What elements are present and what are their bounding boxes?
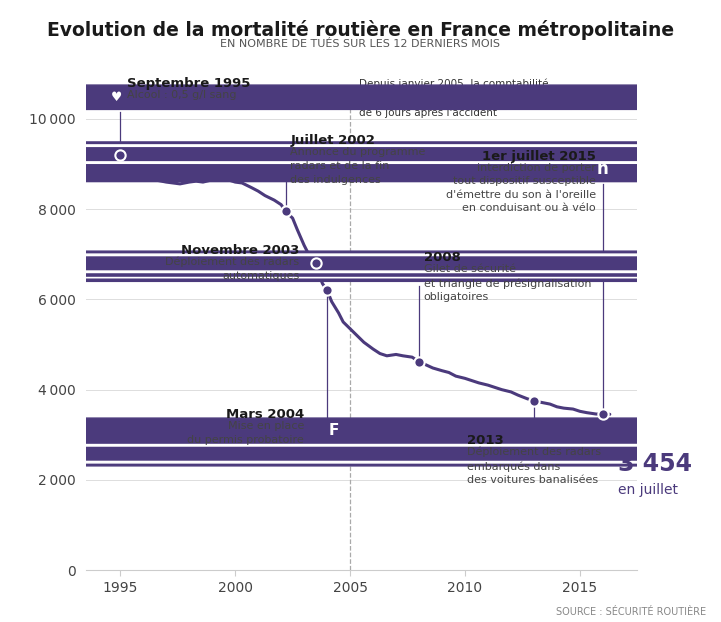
Text: Gilet de sécurité
et triangle de présignalisation
obligatoires: Gilet de sécurité et triangle de présign… xyxy=(424,264,591,302)
Text: Septembre 1995: Septembre 1995 xyxy=(127,78,250,90)
Text: Alcool : 0,5 g/l sang: Alcool : 0,5 g/l sang xyxy=(127,90,236,101)
Circle shape xyxy=(0,148,721,160)
Text: Juillet 2002: Juillet 2002 xyxy=(291,134,375,147)
Circle shape xyxy=(0,447,721,460)
Point xyxy=(115,150,126,160)
Text: en juillet: en juillet xyxy=(618,483,678,497)
Circle shape xyxy=(0,85,721,109)
Text: Depuis janvier 2005, la comptabilité
des personnes tuées se fait 30 jours au lie: Depuis janvier 2005, la comptabilité des… xyxy=(359,78,588,118)
Circle shape xyxy=(0,442,721,466)
Circle shape xyxy=(0,257,721,270)
Text: n: n xyxy=(597,160,609,179)
Circle shape xyxy=(0,145,721,164)
Point xyxy=(280,207,291,216)
Text: EN NOMBRE DE TUÉS SUR LES 12 DERNIERS MOIS: EN NOMBRE DE TUÉS SUR LES 12 DERNIERS MO… xyxy=(221,39,500,49)
Circle shape xyxy=(0,251,721,276)
Text: Déploiement des radars
embarqués dans
des voitures banalisées: Déploiement des radars embarqués dans de… xyxy=(467,447,601,485)
Text: 2008: 2008 xyxy=(424,251,461,264)
Text: 2013: 2013 xyxy=(467,434,504,447)
Polygon shape xyxy=(0,256,721,281)
Text: Mars 2004: Mars 2004 xyxy=(226,408,304,421)
Text: Déploiement des radars
automatiques: Déploiement des radars automatiques xyxy=(165,256,299,281)
Text: interdiction de porter
tout dispositif susceptible
d'émettre du son à l'oreille
: interdiction de porter tout dispositif s… xyxy=(446,163,596,213)
Circle shape xyxy=(0,418,721,442)
Text: SOURCE : SÉCURITÉ ROUTIÈRE: SOURCE : SÉCURITÉ ROUTIÈRE xyxy=(557,607,707,617)
Text: Mise en place
du permis probatoire: Mise en place du permis probatoire xyxy=(187,421,304,445)
Point xyxy=(413,356,425,366)
Circle shape xyxy=(0,254,721,272)
Point xyxy=(310,258,322,268)
Text: Annonce du programme
radars et de la fin
des indulgences: Annonce du programme radars et de la fin… xyxy=(291,147,425,185)
Point xyxy=(597,409,609,419)
Text: Evolution de la mortalité routière en France métropolitaine: Evolution de la mortalité routière en Fr… xyxy=(47,20,674,40)
Circle shape xyxy=(0,157,721,182)
Circle shape xyxy=(0,142,721,166)
Point xyxy=(322,285,333,295)
Text: ♥: ♥ xyxy=(111,91,123,104)
Text: F: F xyxy=(328,423,339,438)
Text: 3 454: 3 454 xyxy=(618,452,692,476)
Point xyxy=(528,396,540,406)
Text: Novembre 2003: Novembre 2003 xyxy=(181,244,299,256)
Circle shape xyxy=(0,445,721,463)
Text: 1er juillet 2015: 1er juillet 2015 xyxy=(482,150,596,163)
